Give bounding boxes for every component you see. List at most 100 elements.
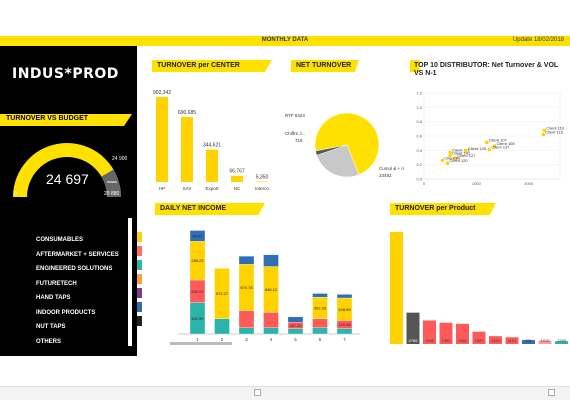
product-menu: CONSUMABLES AFTERMARKET + SERVICES ENGIN… <box>36 233 119 349</box>
daily-bar-segment[interactable] <box>287 316 304 323</box>
pie-label: 715 <box>295 138 303 143</box>
scatter-point-label: Client 89 <box>444 155 461 160</box>
daily-bar-segment[interactable] <box>214 268 230 319</box>
scatter-ytick: 0.4 <box>416 148 422 153</box>
scatter-point[interactable] <box>440 158 445 163</box>
daily-segment-label: 532.01 <box>191 289 204 294</box>
gauge-target: 24 900 <box>112 156 128 162</box>
daily-category-label: 4 <box>270 337 273 342</box>
center-category-label: NC <box>234 186 241 191</box>
product-bar[interactable] <box>472 331 486 344</box>
gauge-value: 24 697 <box>46 171 89 187</box>
product-bar[interactable] <box>390 232 403 344</box>
bottom-bar <box>0 386 570 400</box>
daily-bar-segment[interactable] <box>263 254 279 267</box>
center-bar[interactable] <box>156 97 168 182</box>
scatter-point[interactable] <box>453 156 458 161</box>
scatter-point[interactable] <box>487 147 492 152</box>
scatter-ytick: 0.2 <box>416 162 422 167</box>
header-bar: MONTHLY DATA Update 18/02/2018 <box>0 36 570 46</box>
turnover-budget-title-banner: TURNOVER VS BUDGET <box>0 114 132 126</box>
scatter-point[interactable] <box>464 149 468 153</box>
product-bar[interactable] <box>439 322 453 344</box>
daily-category-label: 1 <box>196 337 199 342</box>
pie-label: 23492 <box>379 173 392 178</box>
center-category-label: Interco <box>255 186 269 191</box>
product-bar[interactable] <box>522 340 535 344</box>
daily-segment-label: 120.58 <box>338 322 351 327</box>
daily-bar-segment[interactable] <box>263 327 279 335</box>
color-swatch <box>137 274 142 284</box>
scatter-point[interactable] <box>541 132 546 137</box>
net-title-banner: NET TURNOVER <box>291 60 359 72</box>
daily-bar-segment[interactable] <box>312 293 328 298</box>
menu-item-indoor[interactable]: INDOOR PRODUCTS <box>36 309 96 316</box>
product-bar[interactable] <box>555 341 568 344</box>
daily-bar-segment[interactable] <box>287 328 304 335</box>
center-bar[interactable] <box>231 175 243 182</box>
pie-slice[interactable] <box>314 112 380 176</box>
product-bar-value: 1121 <box>508 338 517 343</box>
daily-scrollbar[interactable] <box>170 342 232 345</box>
daily-category-label: 6 <box>319 337 322 342</box>
scatter-xtick: 1000 <box>472 181 482 186</box>
menu-scrollbar[interactable] <box>128 218 132 346</box>
scatter-point-label: Client 137 <box>491 145 510 150</box>
menu-item-engineered[interactable]: ENGINEERED SOLUTIONS <box>36 266 113 272</box>
scatter-point[interactable] <box>448 150 452 155</box>
scatter-point[interactable] <box>492 144 497 148</box>
pie-label: Cumul & + ri <box>379 166 404 171</box>
daily-bar-segment[interactable] <box>336 294 353 299</box>
daily-bar-segment[interactable] <box>238 256 255 265</box>
daily-bar-segment[interactable] <box>336 328 353 335</box>
product-bar[interactable] <box>489 336 502 344</box>
product-bar[interactable] <box>538 340 552 344</box>
daily-segment-label: 402.59 <box>191 316 204 321</box>
daily-bar-segment[interactable] <box>238 310 255 328</box>
product-bar-value: 1010 <box>541 338 551 343</box>
center-bar[interactable] <box>206 149 218 182</box>
center-bar-value: 344,621 <box>203 143 221 149</box>
top10-title-marker <box>410 60 420 72</box>
scatter-point-label: Client 110 <box>546 125 564 130</box>
daily-bar-segment[interactable] <box>312 318 328 328</box>
daily-bar-segment[interactable] <box>312 327 328 335</box>
product-bar-value: 1327 <box>475 338 485 343</box>
daily-bar-segment[interactable] <box>189 230 206 242</box>
daily-bar-segment[interactable] <box>263 312 279 328</box>
scatter-point-label: Client 112 <box>452 147 470 152</box>
product-bar[interactable] <box>423 320 436 344</box>
center-bar-value: 5,350 <box>256 174 269 180</box>
scatter-point[interactable] <box>448 153 452 158</box>
scatter-point[interactable] <box>445 161 450 166</box>
daily-bar-segment[interactable] <box>214 318 230 335</box>
menu-item-nut-taps[interactable]: NUT TAPS <box>36 324 66 330</box>
product-bar[interactable] <box>456 323 469 344</box>
product-bar[interactable] <box>406 312 420 344</box>
scatter-point[interactable] <box>484 140 489 145</box>
center-bar[interactable] <box>181 116 193 182</box>
menu-item-aftermarket[interactable]: AFTERMARKET + SERVICES <box>36 251 119 258</box>
center-bar-value: 902,342 <box>153 90 171 96</box>
menu-item-futuretech[interactable]: FUTURETECH <box>36 280 77 287</box>
scatter-point-label: Client 127 <box>457 153 476 158</box>
pie-label: Chiffre J... <box>285 131 305 136</box>
turnover-center-chart: 902,342 HP 690,685 SAV 344,621 Export 66,767 NC… <box>153 90 269 191</box>
center-bar[interactable] <box>256 181 268 182</box>
turnover-gauge <box>13 143 121 198</box>
menu-item-others[interactable]: OTHERS <box>36 338 62 345</box>
page-control-icon[interactable] <box>254 389 261 396</box>
center-category-label: Export <box>205 186 219 191</box>
menu-item-hand-taps[interactable]: HAND TAPS <box>36 295 71 301</box>
daily-bar-segment[interactable] <box>238 327 255 335</box>
scatter-point[interactable] <box>542 128 547 133</box>
daily-segment-label: 53.01 <box>192 233 203 238</box>
net-turnover-pie: Cumul & + ri 23492 RTF 8424 Chiffre J... 715 <box>285 112 404 178</box>
product-bar[interactable] <box>505 337 519 344</box>
pie-slice[interactable] <box>316 144 360 178</box>
menu-item-consumables[interactable]: CONSUMABLES <box>36 237 84 243</box>
zoom-control-icon[interactable] <box>548 389 555 396</box>
color-swatch <box>137 260 142 270</box>
daily-category-label: 7 <box>343 337 346 342</box>
pie-slice[interactable] <box>315 144 348 156</box>
